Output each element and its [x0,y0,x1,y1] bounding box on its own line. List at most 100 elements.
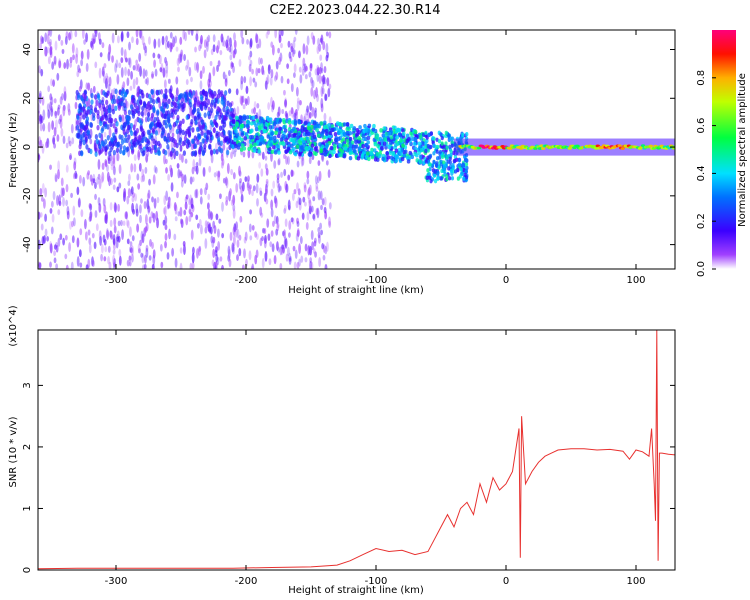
heatmap-cell [141,105,145,112]
heatmap-cell [284,110,288,118]
heatmap-cell [172,106,176,113]
heatmap-cell [102,234,106,243]
heatmap-cell [219,193,222,200]
snr-y-tick-label: 3 [22,382,33,388]
heatmap-cell [159,89,164,95]
heatmap-cell [285,155,288,165]
heatmap-cell [141,253,145,264]
heatmap-cell [144,106,147,116]
heatmap-cell [345,126,350,132]
heatmap-cell [318,256,322,268]
colorbar-tick-label: 0.0 [696,261,707,277]
heatmap-cell [300,125,305,130]
heatmap-cell [222,114,226,121]
heatmap-cell [204,220,208,228]
heatmap-cell [316,207,320,219]
heatmap-cell [156,96,160,103]
heatmap-cell [50,200,54,208]
heatmap-cell [113,257,117,267]
heatmap-cell [93,94,98,100]
heatmap-cell [137,110,141,117]
heatmap-cell [265,167,269,176]
heatmap-cell [189,105,193,117]
heatmap-cell [250,265,254,269]
heatmap-cell [115,121,119,127]
heatmap-cell [173,139,178,145]
heatmap-cell [39,90,42,98]
heatmap-cell [56,72,60,81]
heatmap-cell [270,230,274,237]
heatmap-cell [317,160,321,167]
heatmap-cell [60,177,64,187]
heatmap-cell [401,131,406,137]
heatmap-cell [436,176,440,181]
heatmap-cell [229,231,233,242]
heatmap-cell [71,235,75,244]
heatmap-cell [126,219,129,227]
heatmap-cell [85,144,89,150]
heatmap-cell [293,261,297,269]
heatmap-cell [245,115,250,120]
heatmap-cell [307,152,312,157]
heatmap-cell [62,237,66,246]
heatmap-cell [181,173,184,182]
heatmap-cell [617,144,622,148]
heatmap-cell [103,63,107,69]
heatmap-cell [311,79,315,89]
heatmap-cell [291,192,295,201]
heatmap-cell [316,93,319,103]
heatmap-cell [143,263,147,269]
heatmap-cell [209,131,213,138]
heatmap-cell [58,60,62,69]
heatmap-cell [261,235,264,242]
heatmap-cell [162,97,166,104]
heatmap-cell [195,33,199,42]
heatmap-cell [170,141,174,150]
heatmap-cell [232,203,236,212]
heatmap-cell [47,109,51,119]
heatmap-cell [408,150,413,156]
heatmap-cell [75,53,78,65]
heatmap-cell [125,57,128,63]
heatmap-cell [49,243,53,254]
heatmap-cell [110,160,114,166]
heatmap-cell [288,51,292,59]
heatmap-cell [328,31,332,39]
heatmap-cell [145,222,149,232]
heatmap-cell [435,137,439,142]
heatmap-y-tick-label: 40 [22,43,33,56]
heatmap-cell [333,132,338,137]
heatmap-cell [179,51,183,61]
heatmap-cell [161,35,165,46]
heatmap-cell [299,74,303,84]
heatmap-cell [209,90,213,96]
heatmap-cell [131,235,135,242]
heatmap-cell [323,112,327,121]
heatmap-cell [278,126,282,131]
heatmap-cell [264,163,268,170]
heatmap-cell [225,135,229,142]
heatmap-cell [428,154,432,160]
heatmap-cell [445,145,449,151]
heatmap-cell [309,257,313,264]
heatmap-cell [210,153,214,164]
heatmap-cell [135,59,139,65]
heatmap-cell [280,171,283,178]
heatmap-cell [55,263,59,269]
heatmap-cell [164,149,168,156]
heatmap-cell [298,50,301,59]
heatmap-cell [448,156,452,161]
heatmap-cell [107,256,110,265]
heatmap-cell [144,45,148,54]
heatmap-cell [352,126,357,131]
heatmap-cell [320,133,325,138]
heatmap-cell [214,97,218,104]
heatmap-cell [201,149,206,156]
heatmap-cell [267,64,271,71]
snr-x-label: Height of straight line (km) [288,585,424,596]
heatmap-cell [533,147,538,150]
heatmap-cell [244,176,248,183]
heatmap-cell [290,83,294,93]
heatmap-cell [135,208,139,217]
heatmap-cell [281,141,286,147]
